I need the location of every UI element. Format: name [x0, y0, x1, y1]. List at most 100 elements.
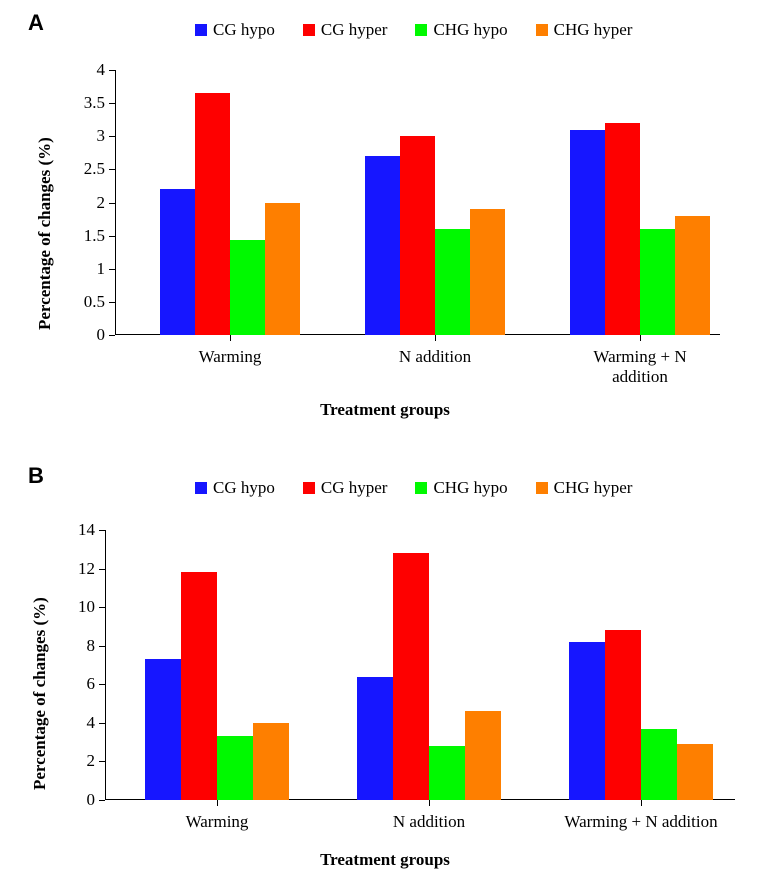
x-tick	[435, 335, 436, 341]
y-tick	[99, 684, 105, 685]
y-tick	[99, 800, 105, 801]
panel-a-y-axis-title: Percentage of changes (%)	[35, 137, 55, 330]
y-tick	[99, 607, 105, 608]
y-tick	[109, 269, 115, 270]
y-tick	[99, 761, 105, 762]
bar	[569, 642, 605, 800]
x-category-label: Warming	[111, 812, 323, 832]
y-tick-label: 14	[55, 520, 95, 540]
bar	[365, 156, 400, 335]
panel-b-legend: CG hypo CG hyper CHG hypo CHG hyper	[195, 478, 632, 498]
y-tick-label: 2	[65, 193, 105, 213]
legend-text: CHG hyper	[554, 20, 633, 40]
x-category-label: N addition	[323, 812, 535, 832]
legend-text: CHG hypo	[433, 478, 507, 498]
x-category-label: Warming + N addition	[535, 812, 747, 832]
y-tick-label: 8	[55, 636, 95, 656]
x-tick	[640, 335, 641, 341]
legend-swatch	[536, 24, 548, 36]
bar	[675, 216, 710, 335]
legend-text: CG hyper	[321, 20, 388, 40]
x-tick	[641, 800, 642, 806]
bar	[570, 130, 605, 335]
legend-swatch	[415, 482, 427, 494]
x-tick	[230, 335, 231, 341]
y-tick-label: 0.5	[65, 292, 105, 312]
bar	[393, 553, 429, 800]
bar	[641, 729, 677, 800]
panel-b-x-axis-title: Treatment groups	[0, 850, 770, 870]
bar	[357, 677, 393, 800]
y-tick	[109, 335, 115, 336]
y-tick-label: 4	[65, 60, 105, 80]
legend-item-chg-hyper: CHG hyper	[536, 478, 633, 498]
y-tick-label: 4	[55, 713, 95, 733]
panel-a-plot-area	[115, 70, 720, 335]
legend-text: CG hypo	[213, 20, 275, 40]
bar	[435, 229, 470, 335]
bar	[265, 203, 300, 336]
y-tick	[109, 169, 115, 170]
y-tick-label: 1	[65, 259, 105, 279]
bar	[217, 736, 253, 800]
bar	[465, 711, 501, 800]
bar	[605, 123, 640, 335]
legend-swatch	[415, 24, 427, 36]
y-tick-label: 2.5	[65, 159, 105, 179]
bar	[195, 93, 230, 335]
bar	[470, 209, 505, 335]
y-axis-line	[115, 70, 116, 335]
legend-swatch	[536, 482, 548, 494]
legend-swatch	[195, 482, 207, 494]
y-axis-line	[105, 530, 106, 800]
panel-a-legend: CG hypo CG hyper CHG hypo CHG hyper	[195, 20, 632, 40]
legend-swatch	[195, 24, 207, 36]
bar	[677, 744, 713, 800]
y-tick	[109, 103, 115, 104]
panel-a-label: A	[28, 10, 44, 36]
x-category-label: Warming	[128, 347, 333, 367]
legend-text: CHG hypo	[433, 20, 507, 40]
legend-item-chg-hyper: CHG hyper	[536, 20, 633, 40]
legend-item-cg-hyper: CG hyper	[303, 478, 388, 498]
x-category-label: N addition	[333, 347, 538, 367]
y-tick	[109, 136, 115, 137]
y-tick-label: 1.5	[65, 226, 105, 246]
legend-swatch	[303, 24, 315, 36]
y-tick	[99, 569, 105, 570]
y-tick	[109, 236, 115, 237]
legend-item-chg-hypo: CHG hypo	[415, 478, 507, 498]
panel-a-x-axis-title: Treatment groups	[0, 400, 770, 420]
x-tick	[429, 800, 430, 806]
y-tick	[109, 203, 115, 204]
y-tick	[99, 530, 105, 531]
x-category-label: Warming + Naddition	[538, 347, 743, 388]
y-tick-label: 10	[55, 597, 95, 617]
y-tick-label: 6	[55, 674, 95, 694]
y-tick-label: 0	[55, 790, 95, 810]
y-tick-label: 3.5	[65, 93, 105, 113]
bar	[605, 630, 641, 800]
bar	[400, 136, 435, 335]
y-tick-label: 0	[65, 325, 105, 345]
bar	[145, 659, 181, 800]
bar	[160, 189, 195, 335]
y-tick-label: 3	[65, 126, 105, 146]
legend-text: CHG hyper	[554, 478, 633, 498]
panel-b-y-axis-title: Percentage of changes (%)	[30, 597, 50, 790]
legend-item-cg-hypo: CG hypo	[195, 20, 275, 40]
y-tick	[109, 70, 115, 71]
legend-item-cg-hyper: CG hyper	[303, 20, 388, 40]
legend-item-chg-hypo: CHG hypo	[415, 20, 507, 40]
legend-text: CG hypo	[213, 478, 275, 498]
bar	[640, 229, 675, 335]
legend-item-cg-hypo: CG hypo	[195, 478, 275, 498]
panel-b-plot-area	[105, 530, 735, 800]
bar	[253, 723, 289, 800]
panel-b-label: B	[28, 463, 44, 489]
y-tick-label: 2	[55, 751, 95, 771]
y-tick	[99, 646, 105, 647]
y-tick-label: 12	[55, 559, 95, 579]
bar	[429, 746, 465, 800]
legend-text: CG hyper	[321, 478, 388, 498]
